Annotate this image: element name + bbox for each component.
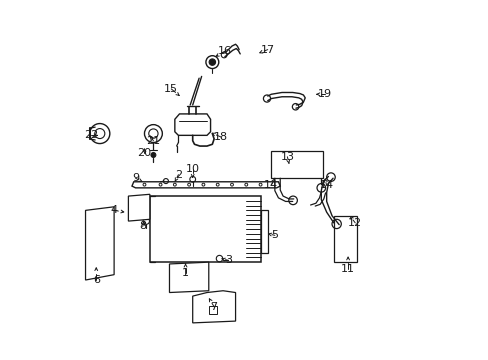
Polygon shape bbox=[260, 210, 267, 253]
Text: 4: 4 bbox=[110, 205, 118, 215]
Bar bbox=[208, 306, 216, 314]
Text: 19: 19 bbox=[317, 89, 331, 99]
Text: 2: 2 bbox=[175, 170, 182, 180]
Text: 3: 3 bbox=[224, 255, 231, 265]
Polygon shape bbox=[128, 194, 149, 221]
Text: 7: 7 bbox=[210, 302, 217, 312]
Text: 6: 6 bbox=[93, 275, 100, 285]
Text: 14: 14 bbox=[264, 180, 278, 190]
Polygon shape bbox=[175, 114, 210, 135]
Bar bbox=[333, 216, 356, 262]
Polygon shape bbox=[85, 207, 114, 280]
Bar bbox=[271, 152, 323, 178]
Text: 20: 20 bbox=[137, 148, 151, 158]
Text: 11: 11 bbox=[341, 264, 354, 274]
Text: 12: 12 bbox=[347, 218, 362, 228]
Text: 21: 21 bbox=[146, 136, 160, 146]
Polygon shape bbox=[132, 182, 280, 188]
Text: 10: 10 bbox=[185, 164, 199, 174]
Text: 1: 1 bbox=[182, 268, 189, 278]
Circle shape bbox=[151, 153, 156, 157]
Polygon shape bbox=[169, 262, 208, 293]
Text: 16: 16 bbox=[218, 46, 231, 57]
Text: 17: 17 bbox=[260, 45, 274, 55]
Polygon shape bbox=[192, 291, 235, 323]
Text: 5: 5 bbox=[271, 230, 278, 240]
Text: 13: 13 bbox=[280, 152, 294, 162]
Text: 18: 18 bbox=[214, 132, 228, 142]
Text: 14: 14 bbox=[319, 180, 333, 190]
Text: 9: 9 bbox=[132, 173, 139, 183]
Circle shape bbox=[209, 59, 215, 65]
Text: 22: 22 bbox=[83, 130, 98, 140]
Text: 15: 15 bbox=[164, 84, 178, 94]
Text: 8: 8 bbox=[139, 221, 146, 231]
Bar bbox=[149, 196, 260, 262]
